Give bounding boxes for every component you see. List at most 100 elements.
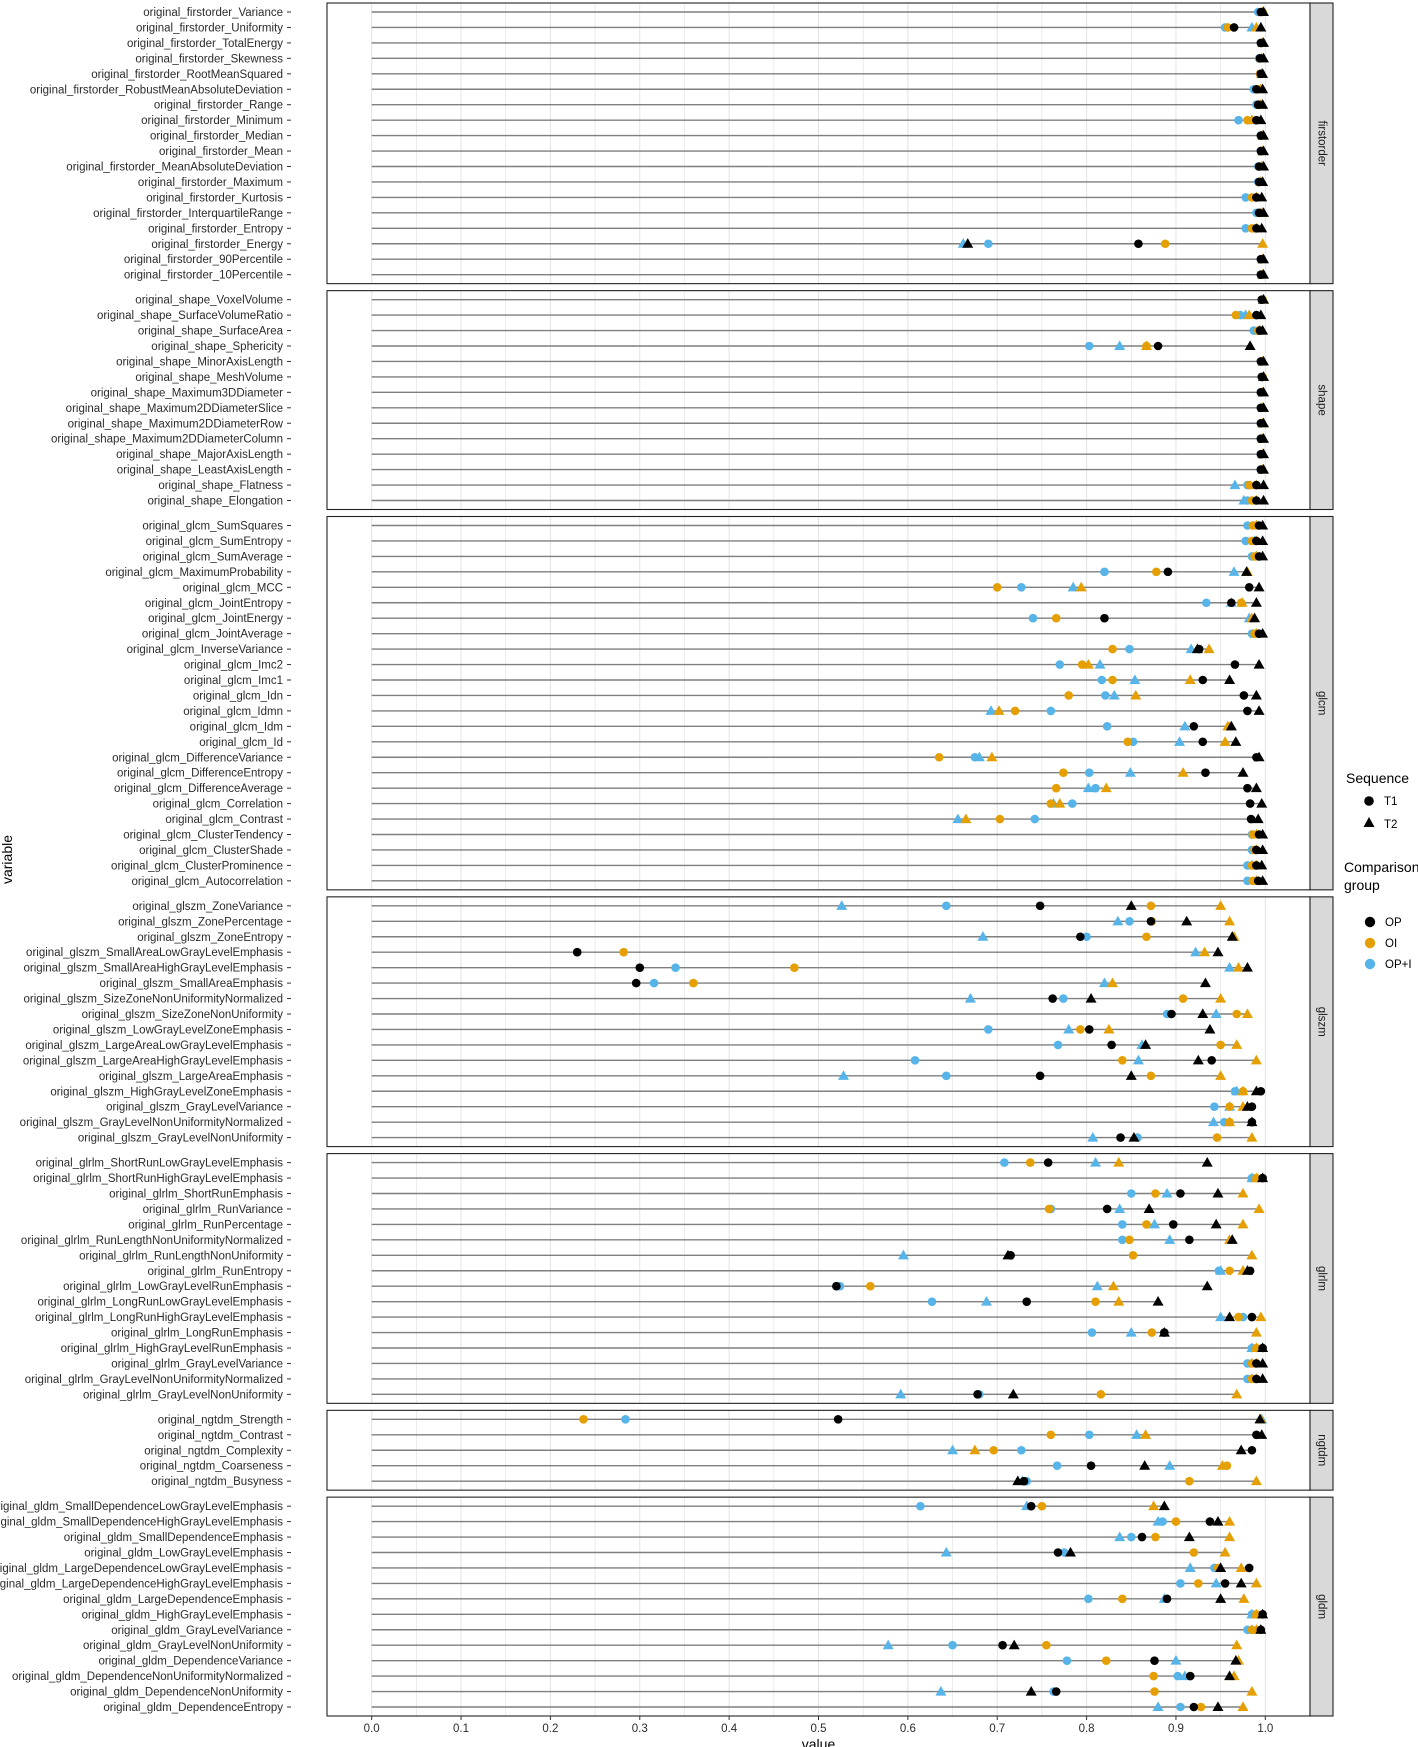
point-op-t2 [1258,371,1270,381]
row-original_glrlm_LowGrayLevelRunEmphasis: original_glrlm_LowGrayLevelRunEmphasis [63,1280,1213,1293]
point-oi-t1 [1146,901,1156,911]
x-tick-label: 0.3 [632,1723,648,1735]
point-opi-t2 [1207,1116,1219,1127]
row-original_gldm_SmallDependenceHighGrayLevelEmphasis: original_gldm_SmallDependenceHighGrayLev… [0,1516,1236,1529]
row-original_firstorder_Uniformity: original_firstorder_Uniformity [136,21,1267,34]
row-original_glcm_SumAverage: original_glcm_SumAverage [143,550,1269,563]
point-op-t2 [1252,813,1264,824]
row-original_glrlm_GrayLevelNonUniformity: original_glrlm_GrayLevelNonUniformity [83,1388,1243,1401]
point-opi-t2 [964,992,976,1003]
point-opi-t1 [1241,224,1250,233]
point-op-t1 [1247,1445,1257,1455]
point-op-t1 [1227,598,1236,608]
row-original_glszm_LowGrayLevelZoneEmphasis: original_glszm_LowGrayLevelZoneEmphasis [53,1023,1216,1036]
point-oi-t1 [1151,567,1161,577]
row-label: original_shape_Maximum3DDiameter [91,387,284,399]
point-op-t2 [1125,900,1137,910]
point-op-t2 [1250,689,1262,700]
point-op-t2 [1257,1172,1269,1183]
point-op-t1 [1244,1563,1254,1573]
point-oi-t1 [1091,1297,1100,1306]
point-op-t2 [1241,1101,1253,1111]
row-original_shape_SurfaceVolumeRatio: original_shape_SurfaceVolumeRatio [97,309,1267,322]
point-op-t1 [1185,1235,1194,1245]
row-label: original_firstorder_RootMeanSquared [91,69,283,81]
row-label: original_firstorder_90Percentile [124,254,283,266]
point-oi-t2 [1235,1562,1247,1572]
row-original_gldm_DependenceVariance: original_gldm_DependenceVariance [98,1655,1244,1668]
point-op-t2 [1256,191,1268,202]
legend-group-title-line2: group [1344,877,1380,893]
row-original_glcm_SumSquares: original_glcm_SumSquares [142,519,1269,533]
point-op-t1 [1048,994,1057,1003]
point-opi-t1 [1052,1461,1062,1470]
panels-layer: original_firstorder_Variance original_fir… [0,2,1334,1717]
point-op-t2 [1230,736,1242,746]
point-opi-t2 [897,1249,909,1260]
row-original_glcm_Idm: original_glcm_Idm [190,720,1237,733]
point-op-t2 [1201,1280,1213,1291]
row-original_gldm_GrayLevelVariance: original_gldm_GrayLevelVariance [111,1624,1267,1637]
point-oi-t1 [1231,310,1241,320]
point-oi-t1 [1151,1189,1160,1198]
x-axis: 0.0 0.1 0.2 0.3 0.4 0.5 0.6 0.7 0.8 0.9 1.0 value va… [0,835,1273,1747]
point-opi-t2 [882,1639,894,1650]
panel-glcm: original_glcm_SumSquares original_glcm_Su… [105,515,1334,891]
point-opi-t2 [1087,1132,1099,1142]
point-oi-t2 [1216,1460,1228,1470]
point-op-t2 [1246,1116,1258,1127]
point-opi-t2 [1091,1280,1103,1291]
row-original_shape_Flatness: original_shape_Flatness [158,479,1270,492]
point-oi-t1 [1037,1501,1047,1511]
point-opi-t1 [983,239,993,249]
point-opi-t1 [1100,567,1109,577]
row-original_glszm_HighGrayLevelZoneEmphasis: original_glszm_HighGrayLevelZoneEmphasis [50,1085,1266,1098]
point-op-t2 [1065,1546,1076,1557]
legend-op-label: OP [1385,917,1402,929]
row-original_gldm_GrayLevelNonUniformity: original_gldm_GrayLevelNonUniformity [83,1639,1243,1652]
row-original_gldm_LowGrayLevelEmphasis: original_gldm_LowGrayLevelEmphasis [84,1546,1231,1560]
row-original_glrlm_ShortRunLowGrayLevelEmphasis: original_glrlm_ShortRunLowGrayLevelEmpha… [36,1157,1213,1170]
row-original_glcm_SumEntropy: original_glcm_SumEntropy [146,535,1269,548]
row-label: original_glcm_Correlation [153,799,283,811]
row-label: original_glcm_MaximumProbability [105,567,283,579]
row-label: original_glrlm_RunLengthNonUniformityNor… [21,1235,283,1247]
point-oi-t1 [1025,1158,1035,1167]
row-original_shape_MinorAxisLength: original_shape_MinorAxisLength [116,355,1270,368]
x-axis-title: value [802,1736,836,1747]
point-opi-t2 [1114,1531,1126,1542]
point-op-t1 [1168,1220,1178,1229]
row-label: original_firstorder_InterquartileRange [93,208,283,220]
point-opi-t2 [1098,977,1110,988]
point-op-t2 [1212,1701,1224,1712]
point-opi-t1 [621,1415,630,1424]
point-opi-t1 [1118,1220,1127,1229]
point-op-t1 [572,947,582,957]
row-label: original_gldm_SmallDependenceHighGrayLev… [0,1517,283,1529]
point-oi-t1 [1193,1579,1203,1588]
point-op-t2 [1258,386,1270,397]
point-opi-t1 [1030,814,1040,824]
point-op-t1 [635,963,645,972]
point-op-t1 [1051,1687,1061,1696]
row-label: original_firstorder_Mean [159,146,283,158]
row-label: original_shape_VoxelVolume [135,295,283,307]
point-opi-t2 [1161,1187,1173,1198]
row-original_glcm_Id: original_glcm_Id [199,736,1242,749]
row-original_shape_SurfaceArea: original_shape_SurfaceArea [138,324,1269,338]
point-opi-t2 [895,1388,907,1399]
point-oi-t2 [1215,1070,1227,1080]
point-op-t1 [1243,783,1252,793]
row-original_firstorder_MeanAbsoluteDeviation: original_firstorder_MeanAbsoluteDeviatio… [66,160,1270,174]
point-oi-t1 [1108,644,1117,654]
row-label: original_shape_Flatness [158,480,283,492]
row-original_glrlm_RunLengthNonUniformity: original_glrlm_RunLengthNonUniformity [79,1249,1258,1262]
point-op-t2 [1257,519,1269,530]
row-label: original_glcm_Idmn [183,706,283,718]
panel-strip [1309,290,1334,511]
point-oi-t1 [1064,691,1074,700]
row-original_firstorder_Energy: original_firstorder_Energy [151,238,1269,251]
point-op-t1 [1146,917,1156,926]
row-label: original_shape_Maximum2DDiameterColumn [51,434,283,446]
row-original_glszm_LargeAreaEmphasis: original_glszm_LargeAreaEmphasis [99,1070,1227,1083]
